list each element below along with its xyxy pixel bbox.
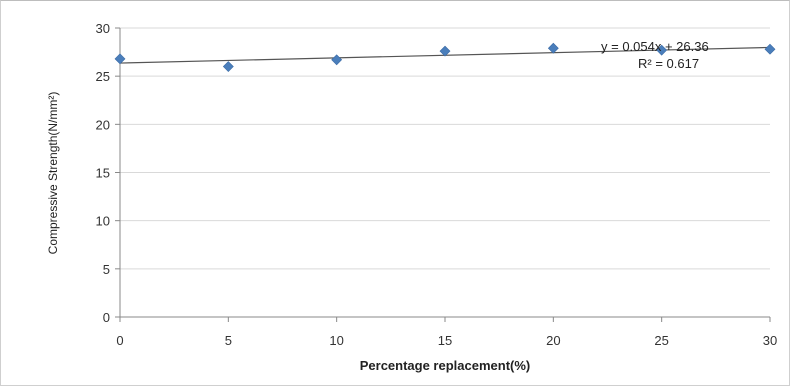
x-tick-label-20: 20 xyxy=(546,333,560,348)
data-point-0 xyxy=(114,53,126,65)
y-tick-label-10: 10 xyxy=(96,214,110,229)
x-tick-label-0: 0 xyxy=(116,333,123,348)
data-point-25 xyxy=(656,44,668,56)
y-tick-label-0: 0 xyxy=(103,310,110,325)
data-points xyxy=(114,42,776,72)
data-point-30 xyxy=(764,43,776,55)
y-tick-label-15: 15 xyxy=(96,166,110,181)
data-point-10 xyxy=(331,54,343,66)
data-point-20 xyxy=(547,42,559,54)
y-tick-label-5: 5 xyxy=(103,262,110,277)
x-tick-label-15: 15 xyxy=(438,333,452,348)
grid-lines xyxy=(120,27,770,270)
y-tick-label-25: 25 xyxy=(96,69,110,84)
x-tick-label-10: 10 xyxy=(329,333,343,348)
y-axis-title: Compressive Strength(N/mm²) xyxy=(46,92,60,255)
y-tick-label-20: 20 xyxy=(96,117,110,132)
y-tick-label-30: 30 xyxy=(96,21,110,36)
y-tick-labels: 0 5 10 15 20 25 30 xyxy=(96,21,110,325)
trendline-equation: y = 0.054x + 26.36 xyxy=(601,39,709,54)
x-tick-labels: 0 5 10 15 20 25 30 xyxy=(116,333,777,348)
data-point-5 xyxy=(222,61,234,72)
x-axis-title: Percentage replacement(%) xyxy=(360,358,531,373)
data-point-15 xyxy=(439,45,451,57)
trendline-r-squared: R² = 0.617 xyxy=(638,56,699,71)
x-tick-label-25: 25 xyxy=(654,333,668,348)
x-tick-label-30: 30 xyxy=(763,333,777,348)
x-tick-label-5: 5 xyxy=(225,333,232,348)
axes xyxy=(115,27,771,322)
